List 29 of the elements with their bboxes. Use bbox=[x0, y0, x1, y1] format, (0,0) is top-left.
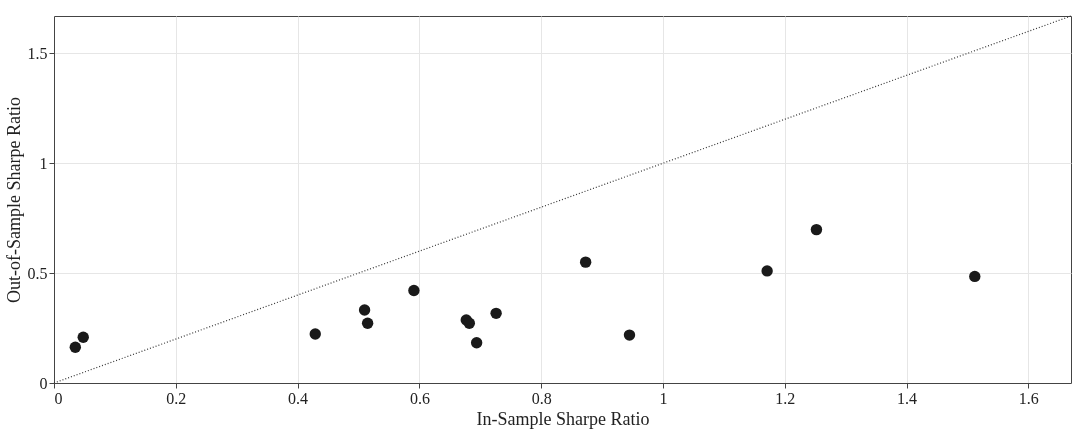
point bbox=[408, 284, 420, 297]
point bbox=[761, 265, 773, 277]
x-axis-title: In-Sample Sharpe Ratio bbox=[476, 408, 650, 429]
y-tick-label: 1.5 bbox=[27, 44, 48, 62]
x-tick-label: 0.6 bbox=[409, 389, 430, 407]
y-tick-label: 1 bbox=[39, 154, 48, 172]
point bbox=[579, 256, 592, 268]
x-tick-label: 0 bbox=[54, 389, 63, 407]
point bbox=[77, 331, 89, 343]
x-tick-label: 1 bbox=[659, 389, 668, 407]
point bbox=[69, 341, 82, 353]
x-tick-label: 0.4 bbox=[288, 389, 309, 407]
point bbox=[623, 329, 636, 341]
point bbox=[309, 328, 321, 340]
point bbox=[490, 307, 502, 320]
point bbox=[810, 223, 823, 236]
y-tick-label: 0.5 bbox=[27, 264, 48, 282]
point bbox=[361, 317, 374, 329]
x-tick-label: 1.6 bbox=[1018, 389, 1039, 407]
x-tick-label: 1.2 bbox=[775, 389, 796, 407]
point bbox=[463, 317, 476, 329]
y-axis-title: Out-of-Sample Sharpe Ratio bbox=[3, 97, 24, 303]
y-tick-label: 0 bbox=[39, 374, 48, 392]
point bbox=[969, 270, 981, 283]
point bbox=[470, 337, 483, 349]
x-tick-label: 0.8 bbox=[531, 389, 552, 407]
x-tick-label: 1.4 bbox=[897, 389, 918, 407]
point bbox=[358, 304, 371, 316]
x-tick-label: 0.2 bbox=[166, 389, 187, 407]
